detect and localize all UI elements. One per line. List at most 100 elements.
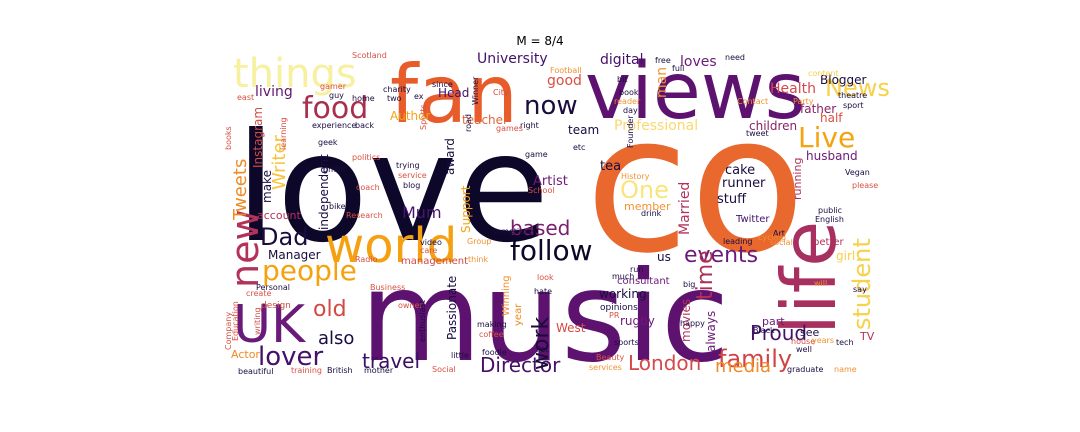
word-personal: Personal xyxy=(256,283,290,292)
word-love: love xyxy=(235,102,550,276)
word-video: video xyxy=(420,238,442,247)
word-cycling: cycling xyxy=(758,233,786,242)
word-director: Director xyxy=(480,353,561,377)
word-east: east xyxy=(237,93,254,102)
word-health: Health xyxy=(770,81,816,97)
word-year: year xyxy=(513,303,524,326)
word-hate: hate xyxy=(534,287,552,296)
word-politics: politics xyxy=(352,153,380,162)
word-things: things xyxy=(233,51,357,97)
word-need: need xyxy=(725,53,745,62)
word-beautiful: beautiful xyxy=(238,367,273,376)
word-sports: sports xyxy=(614,338,639,347)
word-consultant: consultant xyxy=(617,276,670,287)
word-london: London xyxy=(628,351,701,375)
word-trying: trying xyxy=(396,161,420,170)
word-management: management xyxy=(401,256,468,267)
word-old: old xyxy=(313,297,347,322)
word-two: two xyxy=(387,94,402,103)
word-experience: experience xyxy=(312,121,356,130)
word-mother: mother xyxy=(364,366,394,375)
word-family: family xyxy=(718,345,792,373)
word-much: much xyxy=(612,272,634,281)
word-news: News xyxy=(825,74,890,102)
word-tweets: Tweets xyxy=(230,159,251,221)
word-history: History xyxy=(621,172,650,181)
word-training: training xyxy=(291,366,322,375)
word-business: Business xyxy=(370,283,405,292)
word-full: full xyxy=(672,64,684,73)
word-etc: etc xyxy=(573,143,585,152)
word-foodie: foodie xyxy=(482,348,507,357)
word-coach: coach xyxy=(356,183,380,192)
word-runner: runner xyxy=(722,176,766,191)
word-living: living xyxy=(255,84,293,100)
word-food: food xyxy=(302,91,368,126)
word-making: making xyxy=(477,320,507,329)
word-member: member xyxy=(624,200,671,213)
word-world: world xyxy=(325,218,457,274)
word-founder: Founder xyxy=(626,115,635,148)
word-tv: TV xyxy=(859,330,875,343)
word-books: books xyxy=(224,126,233,150)
word-back: back xyxy=(355,121,374,130)
word-instagram: Instagram xyxy=(251,107,265,168)
chart-title: M = 8/4 xyxy=(516,34,564,48)
word-teacher: teacher xyxy=(462,113,508,127)
word-running: running xyxy=(791,158,804,200)
word-professional: Professional xyxy=(614,118,698,134)
word-will: will xyxy=(814,279,827,288)
word-english: English xyxy=(815,215,844,224)
word-sport: sport xyxy=(843,101,864,110)
word-british: British xyxy=(327,366,353,375)
word-leading: leading xyxy=(723,237,753,246)
word-create: create xyxy=(246,289,271,298)
word-enthusiast: enthusiast xyxy=(418,300,427,342)
word-make: make xyxy=(260,170,274,203)
word-learning: learning xyxy=(279,117,288,150)
word-contact: Contact xyxy=(737,97,768,106)
word-please: please xyxy=(852,181,878,190)
word-travel: travel xyxy=(362,349,420,373)
word-part: part xyxy=(762,315,785,328)
word-pr: PR xyxy=(609,311,620,320)
word-gmail: gmail xyxy=(323,165,345,174)
word-reader: reader xyxy=(614,97,641,106)
word-actor: Actor xyxy=(231,348,260,361)
word-passionate: Passionate xyxy=(445,276,459,340)
word-run: run xyxy=(630,265,643,274)
word-loves: loves xyxy=(680,54,717,70)
word-man: man xyxy=(654,67,670,98)
word-one: One xyxy=(620,176,669,204)
word-football: Football xyxy=(550,66,582,75)
word-right: right xyxy=(520,121,539,130)
word-beauty: Beauty xyxy=(596,353,625,362)
word-service: service xyxy=(398,171,427,180)
word-pet: Pet xyxy=(536,345,549,354)
word-art: Art xyxy=(773,229,785,238)
word-sometimes: sometimes xyxy=(492,227,536,236)
word-father: father xyxy=(800,102,836,116)
word-working: working xyxy=(599,287,647,301)
word-say: say xyxy=(853,285,867,294)
word-stuff: stuff xyxy=(717,192,747,207)
word-rugby: rugby xyxy=(620,314,655,328)
word-people: people xyxy=(262,254,357,287)
word-bike: bike xyxy=(329,202,346,211)
word-since: since xyxy=(432,80,453,89)
word-social: Social xyxy=(432,365,456,374)
word-guy: guy xyxy=(329,91,344,100)
word-content: content xyxy=(808,69,839,78)
word-life: life xyxy=(765,221,853,335)
word-party: Party xyxy=(793,97,814,106)
word-events: events xyxy=(684,243,758,268)
word-think: think xyxy=(468,255,489,264)
word-student: student xyxy=(848,238,876,330)
word-good: good xyxy=(547,73,582,89)
word-also: also xyxy=(318,328,354,349)
word-sports: Sports xyxy=(419,104,428,130)
word-author: Author xyxy=(390,109,430,123)
word-work: work xyxy=(529,317,554,370)
word-tweet: tweet xyxy=(746,129,769,138)
word-social: social xyxy=(770,238,793,247)
